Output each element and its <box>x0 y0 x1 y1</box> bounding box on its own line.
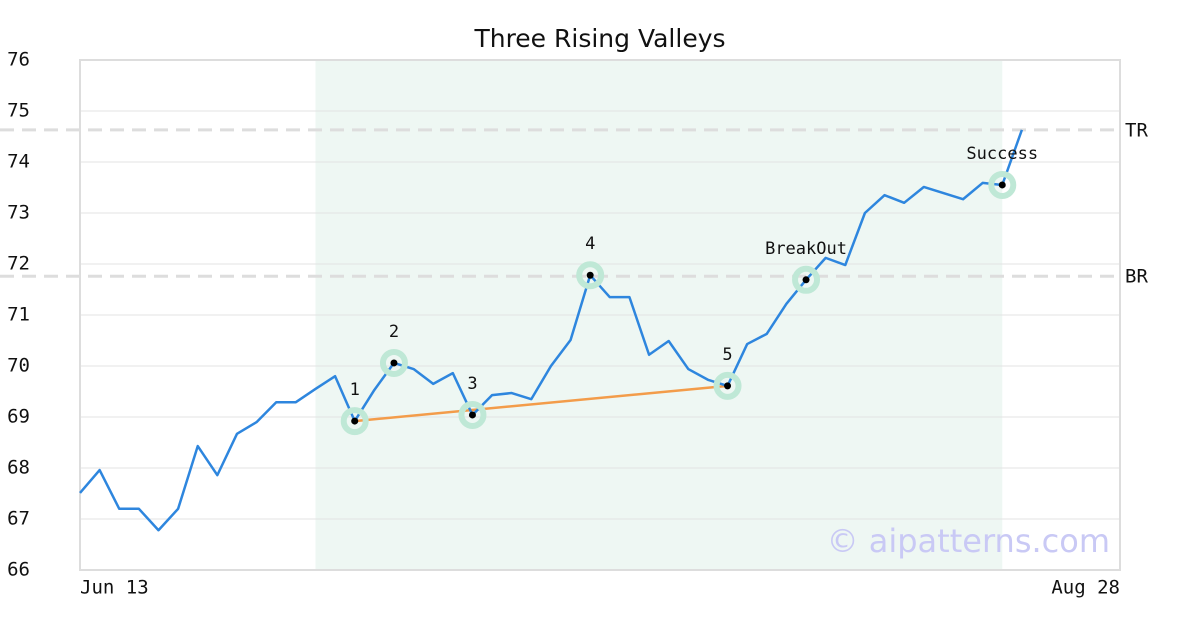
x-tick-label: Jun 13 <box>80 577 149 599</box>
y-tick-label: 71 <box>7 304 30 326</box>
pivot-label: 4 <box>585 234 595 254</box>
price-line <box>79 129 1024 532</box>
watermark: © aipatterns.com <box>827 522 1110 560</box>
pivot-label: 1 <box>350 380 360 400</box>
pivot-label: 3 <box>467 374 477 394</box>
pivot-halo <box>379 348 408 377</box>
level-label: TR <box>1125 119 1148 141</box>
y-tick-label: 67 <box>7 508 30 530</box>
pivot-label: BreakOut <box>765 239 847 259</box>
pivot-dot <box>724 382 732 390</box>
pivot-halo <box>576 261 605 290</box>
pivot-label: 2 <box>389 322 399 342</box>
chart-title: Three Rising Valleys <box>473 24 725 53</box>
plot-frame <box>79 59 1121 571</box>
pivot-dot <box>998 181 1006 189</box>
y-tick-label: 66 <box>7 559 30 581</box>
pivot-halo <box>988 170 1017 199</box>
pivot-halo <box>340 407 369 436</box>
y-tick-label: 68 <box>7 457 30 479</box>
y-tick-label: 75 <box>7 100 30 122</box>
y-tick-label: 70 <box>7 355 30 377</box>
pivot-halo <box>792 265 821 294</box>
y-tick-label: 72 <box>7 253 30 275</box>
pivot-dot <box>468 411 476 419</box>
pivot-label: Success <box>966 144 1038 164</box>
y-tick-label: 74 <box>7 151 30 173</box>
y-tick-label: 73 <box>7 202 30 224</box>
pivot-dot <box>390 359 398 367</box>
pivot-halo <box>458 400 487 429</box>
pivot-dot <box>802 276 810 284</box>
level-label: BR <box>1125 266 1148 288</box>
x-tick-label: Aug 28 <box>1051 577 1120 599</box>
pivot-dot <box>351 417 359 425</box>
pivot-dot <box>586 271 594 279</box>
y-tick-label: 69 <box>7 406 30 428</box>
y-tick-label: 76 <box>7 49 30 71</box>
pivot-halo <box>713 371 742 400</box>
pivot-label: 5 <box>722 345 732 365</box>
trendline <box>354 384 728 423</box>
